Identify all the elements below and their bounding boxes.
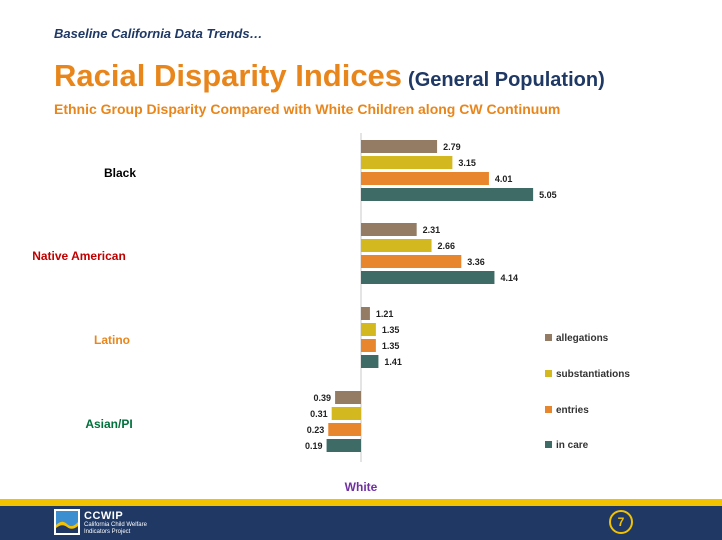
data-label-2-1: 1.35 — [382, 325, 400, 335]
bar-allegations-2 — [361, 307, 370, 320]
page-number: 7 — [609, 510, 633, 534]
data-label-2-2: 1.35 — [382, 341, 400, 351]
baseline-label: White — [345, 480, 378, 494]
data-label-2-0: 1.21 — [376, 309, 394, 319]
bar-allegations-1 — [361, 223, 417, 236]
bar-substantiations-1 — [361, 239, 432, 252]
legend-swatch-allegations — [545, 334, 552, 341]
logo-desc-line-2: Indicators Project — [84, 529, 131, 535]
disparity-chart: White Black 2.79 3.15 4.01 5.05 Native America… — [32, 133, 630, 494]
data-label-3-1: 0.31 — [310, 409, 328, 419]
bar-in-care-0 — [361, 188, 534, 201]
slide-title: Racial Disparity Indices (General Populat… — [54, 58, 605, 94]
category-label-asian-pi: Asian/PI — [85, 417, 132, 431]
legend-swatch-in-care — [545, 441, 552, 448]
footer: CCWIP California Child Welfare Indicator… — [0, 506, 722, 540]
bar-in-care-2 — [361, 355, 379, 368]
bar-entries-1 — [361, 255, 462, 268]
bar-entries-2 — [361, 339, 376, 352]
title-main: Racial Disparity Indices — [54, 58, 403, 93]
bar-entries-0 — [361, 172, 489, 185]
data-label-0-3: 5.05 — [539, 190, 557, 200]
data-label-1-2: 3.36 — [467, 257, 485, 267]
data-label-0-0: 2.79 — [443, 142, 461, 152]
bar-entries-3 — [328, 423, 361, 436]
bar-allegations-0 — [361, 140, 438, 153]
bar-allegations-3 — [335, 391, 361, 404]
category-label-latino: Latino — [94, 333, 130, 347]
logo-desc-line-1: California Child Welfare — [84, 522, 147, 528]
data-label-3-0: 0.39 — [314, 393, 332, 403]
data-label-1-0: 2.31 — [423, 225, 441, 235]
legend-label-substantiations: substantiations — [556, 369, 630, 380]
bar-substantiations-3 — [331, 407, 361, 420]
data-label-0-1: 3.15 — [458, 158, 476, 168]
title-suffix: (General Population) — [408, 69, 605, 91]
data-label-1-1: 2.66 — [438, 241, 456, 251]
legend-label-allegations: allegations — [556, 333, 609, 344]
footer-accent-bar — [0, 499, 722, 506]
legend-swatch-entries — [545, 406, 552, 413]
slide-kicker: Baseline California Data Trends… — [54, 26, 263, 41]
logo-name: CCWIP — [84, 510, 124, 522]
ccwip-logo-icon — [54, 509, 80, 535]
logo-text: CCWIP California Child Welfare Indicator… — [84, 510, 147, 536]
data-label-3-2: 0.23 — [307, 425, 325, 435]
category-label-native-american: Native American — [32, 249, 126, 263]
data-label-0-2: 4.01 — [495, 174, 513, 184]
legend-label-in-care: in care — [556, 440, 589, 451]
legend-swatch-substantiations — [545, 370, 552, 377]
data-label-3-3: 0.19 — [305, 441, 323, 451]
category-label-black: Black — [104, 166, 136, 180]
bar-substantiations-2 — [361, 323, 376, 336]
legend-label-entries: entries — [556, 405, 589, 416]
data-label-2-3: 1.41 — [384, 357, 402, 367]
bar-in-care-1 — [361, 271, 495, 284]
bar-substantiations-0 — [361, 156, 453, 169]
bar-in-care-3 — [326, 439, 361, 452]
slide-subtitle: Ethnic Group Disparity Compared with Whi… — [54, 101, 561, 117]
data-label-1-3: 4.14 — [500, 273, 518, 283]
